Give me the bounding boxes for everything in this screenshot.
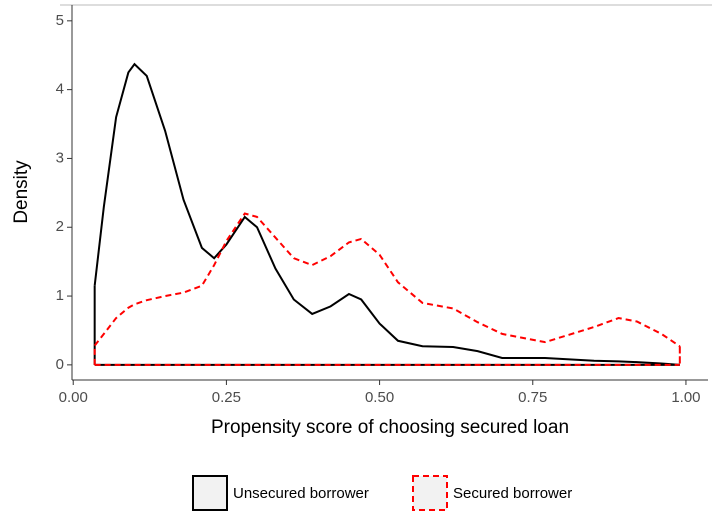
y-tick-label: 3: [56, 149, 64, 166]
density-base: [93, 345, 681, 365]
y-tick-label: 0: [56, 356, 64, 373]
density-base: [93, 285, 96, 365]
y-tick-label: 5: [56, 12, 64, 29]
legend-label: Secured borrower: [453, 485, 572, 502]
legend-key: [412, 475, 448, 511]
y-tick-label: 2: [56, 218, 64, 235]
y-tick-label: 1: [56, 287, 64, 304]
x-axis-title: Propensity score of choosing secured loa…: [211, 417, 569, 438]
x-tick-label: 0.25: [212, 389, 241, 406]
x-tick-label: 0.75: [518, 389, 547, 406]
legend-key: [192, 475, 228, 511]
x-tick-label: 0.00: [59, 389, 88, 406]
y-tick-label: 4: [56, 81, 64, 98]
y-axis-title: Density: [11, 160, 32, 224]
x-tick-label: 0.50: [365, 389, 394, 406]
x-tick-label: 1.00: [671, 389, 700, 406]
legend-label: Unsecured borrower: [233, 485, 369, 502]
density-line: [93, 62, 680, 366]
density-line: [93, 212, 681, 348]
